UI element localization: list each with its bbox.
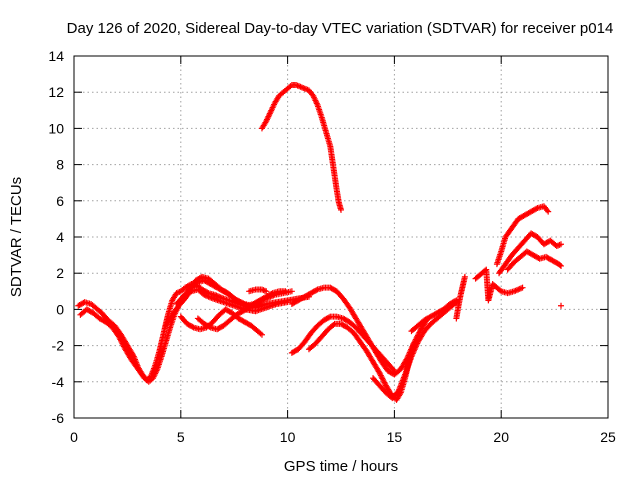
y-tick-label: -6 bbox=[52, 410, 65, 426]
y-tick-label: 8 bbox=[56, 157, 64, 173]
data-point bbox=[284, 299, 291, 306]
data-point bbox=[313, 287, 320, 294]
x-tick-label: 5 bbox=[177, 429, 185, 445]
data-points bbox=[75, 81, 565, 403]
data-point bbox=[326, 314, 333, 321]
y-tick-label: 4 bbox=[56, 229, 64, 245]
chart-title: Day 126 of 2020, Sidereal Day-to-day VTE… bbox=[67, 20, 614, 37]
data-point bbox=[268, 290, 275, 297]
y-tick-labels: -6 -4 -2 0 2 4 6 8 10 12 14 bbox=[48, 48, 64, 426]
y-tick-label: -2 bbox=[52, 338, 65, 354]
data-point bbox=[258, 331, 265, 338]
x-tick-label: 0 bbox=[70, 429, 78, 445]
data-point bbox=[260, 287, 267, 294]
data-point bbox=[519, 284, 526, 291]
y-tick-label: 10 bbox=[48, 120, 64, 136]
y-axis-title: SDTVAR / TECUs bbox=[8, 177, 25, 297]
data-point bbox=[545, 208, 552, 215]
x-tick-label: 20 bbox=[493, 429, 509, 445]
data-point bbox=[288, 288, 295, 295]
axis-ticks bbox=[73, 55, 609, 419]
data-point bbox=[189, 323, 196, 330]
x-tick-label: 15 bbox=[387, 429, 403, 445]
y-tick-label: 0 bbox=[56, 301, 64, 317]
x-tick-label: 25 bbox=[600, 429, 616, 445]
x-tick-labels: 0 5 10 15 20 25 bbox=[70, 429, 616, 445]
data-point bbox=[556, 241, 563, 248]
data-point bbox=[544, 207, 551, 214]
y-tick-label: -4 bbox=[52, 374, 65, 390]
y-tick-label: 6 bbox=[56, 193, 64, 209]
data-point bbox=[558, 241, 565, 248]
data-point bbox=[461, 273, 468, 280]
y-tick-label: 2 bbox=[56, 265, 64, 281]
data-point bbox=[263, 288, 270, 295]
data-point bbox=[558, 302, 565, 309]
data-point bbox=[206, 323, 213, 330]
data-point bbox=[558, 262, 565, 269]
data-point bbox=[556, 262, 563, 269]
y-tick-label: 12 bbox=[48, 84, 64, 100]
y-tick-label: 14 bbox=[48, 48, 64, 64]
x-axis-title: GPS time / hours bbox=[284, 458, 398, 475]
data-point bbox=[282, 288, 289, 295]
data-point bbox=[258, 300, 265, 307]
data-point bbox=[338, 206, 344, 213]
x-tick-label: 10 bbox=[280, 429, 296, 445]
data-point bbox=[261, 287, 268, 294]
data-point bbox=[330, 321, 337, 328]
data-point bbox=[533, 205, 540, 212]
data-point bbox=[244, 305, 251, 312]
